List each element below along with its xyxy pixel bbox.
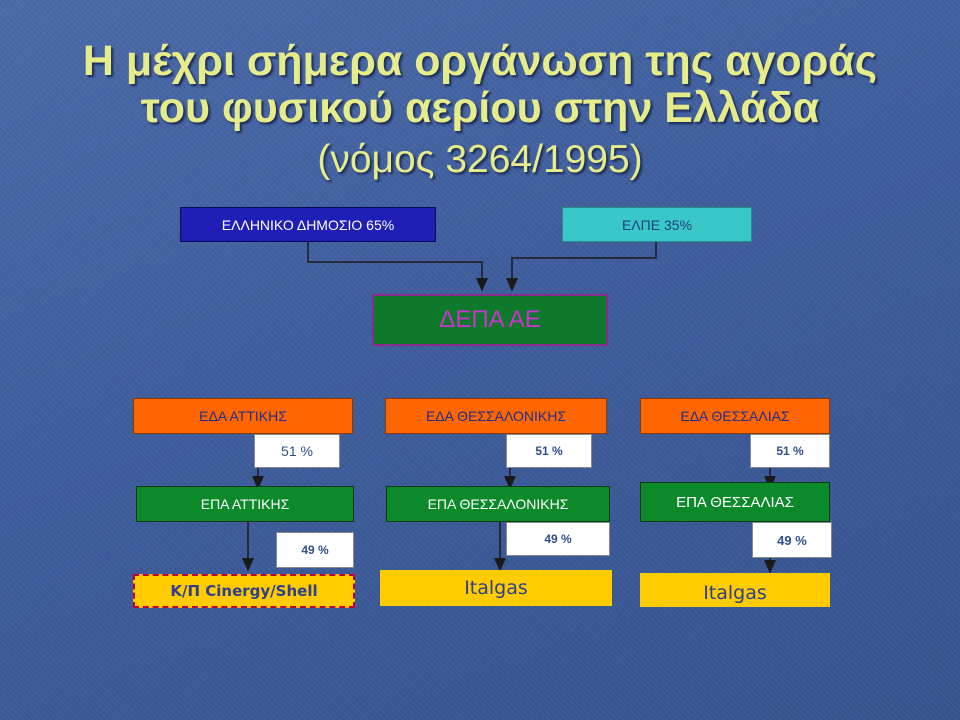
owner-state-label: ΕΛΛΗΝΙΚΟ ΔΗΜΟΣΙΟ 65% — [221, 216, 395, 233]
eda-thessalonikis-pct-box: 51 % — [506, 434, 592, 468]
eda-attikis-label: ΕΔΑ ΑΤΤΙΚΗΣ — [199, 408, 287, 424]
slide-title: Η μέχρι σήμερα οργάνωση της αγοράς του φ… — [0, 38, 960, 183]
owner-state-box: ΕΛΛΗΝΙΚΟ ΔΗΜΟΣΙΟ 65% — [180, 207, 436, 242]
epa-thessalias-pct: 49 % — [777, 532, 807, 548]
eda-thessalonikis-pct: 51 % — [535, 444, 563, 458]
epa-thessalonikis-label: ΕΠΑ ΘΕΣΣΑΛΟΝΙΚΗΣ — [427, 496, 569, 512]
eda-attikis-pct-box: 51 % — [254, 434, 340, 468]
epa-thessalias-label: ΕΠΑ ΘΕΣΣΑΛΙΑΣ — [676, 493, 794, 511]
epa-thessalonikis-pct-box: 49 % — [506, 522, 610, 556]
partner-thessalias-box: Italgas — [640, 573, 830, 607]
epa-thessalonikis-box: ΕΠΑ ΘΕΣΣΑΛΟΝΙΚΗΣ — [386, 486, 610, 522]
partner-thessalias-label: Italgas — [703, 582, 767, 604]
eda-thessalias-box: ΕΔΑ ΘΕΣΣΑΛΙΑΣ — [640, 398, 830, 434]
epa-attikis-pct: 49 % — [301, 543, 329, 557]
eda-thessalias-pct: 51 % — [776, 444, 804, 458]
partner-attikis-label: Κ/Π Cinergy/Shell — [170, 582, 318, 600]
owner-elpe-label: ΕΛΠΕ 35% — [621, 216, 693, 233]
epa-thessalias-box: ΕΠΑ ΘΕΣΣΑΛΙΑΣ — [640, 482, 830, 522]
eda-thessalonikis-box: ΕΔΑ ΘΕΣΣΑΛΟΝΙΚΗΣ — [385, 398, 607, 434]
epa-thessalonikis-pct: 49 % — [544, 532, 572, 546]
epa-attikis-pct-box: 49 % — [276, 532, 354, 568]
title-line-2: του φυσικού αερίου στην Ελλάδα — [140, 84, 820, 132]
eda-thessalias-pct-box: 51 % — [750, 434, 830, 468]
owner-elpe-box: ΕΛΠΕ 35% — [562, 207, 752, 242]
depa-box: ΔΕΠΑ ΑΕ — [372, 294, 608, 346]
title-line-1: Η μέχρι σήμερα οργάνωση της αγοράς — [82, 37, 878, 85]
epa-attikis-label: ΕΠΑ ΑΤΤΙΚΗΣ — [200, 496, 290, 512]
title-line-3: (νόμος 3264/1995) — [317, 138, 643, 181]
eda-thessalonikis-label: ΕΔΑ ΘΕΣΣΑΛΟΝΙΚΗΣ — [425, 408, 567, 424]
depa-label: ΔΕΠΑ ΑΕ — [439, 306, 541, 333]
eda-thessalias-label: ΕΔΑ ΘΕΣΣΑΛΙΑΣ — [680, 408, 790, 424]
epa-thessalias-pct-box: 49 % — [752, 522, 832, 558]
partner-thessalonikis-label: Italgas — [464, 577, 528, 599]
partner-attikis-box: Κ/Π Cinergy/Shell — [133, 574, 355, 608]
eda-attikis-pct: 51 % — [281, 443, 313, 459]
eda-attikis-box: ΕΔΑ ΑΤΤΙΚΗΣ — [133, 398, 353, 434]
partner-thessalonikis-box: Italgas — [380, 570, 612, 606]
epa-attikis-box: ΕΠΑ ΑΤΤΙΚΗΣ — [136, 486, 354, 522]
